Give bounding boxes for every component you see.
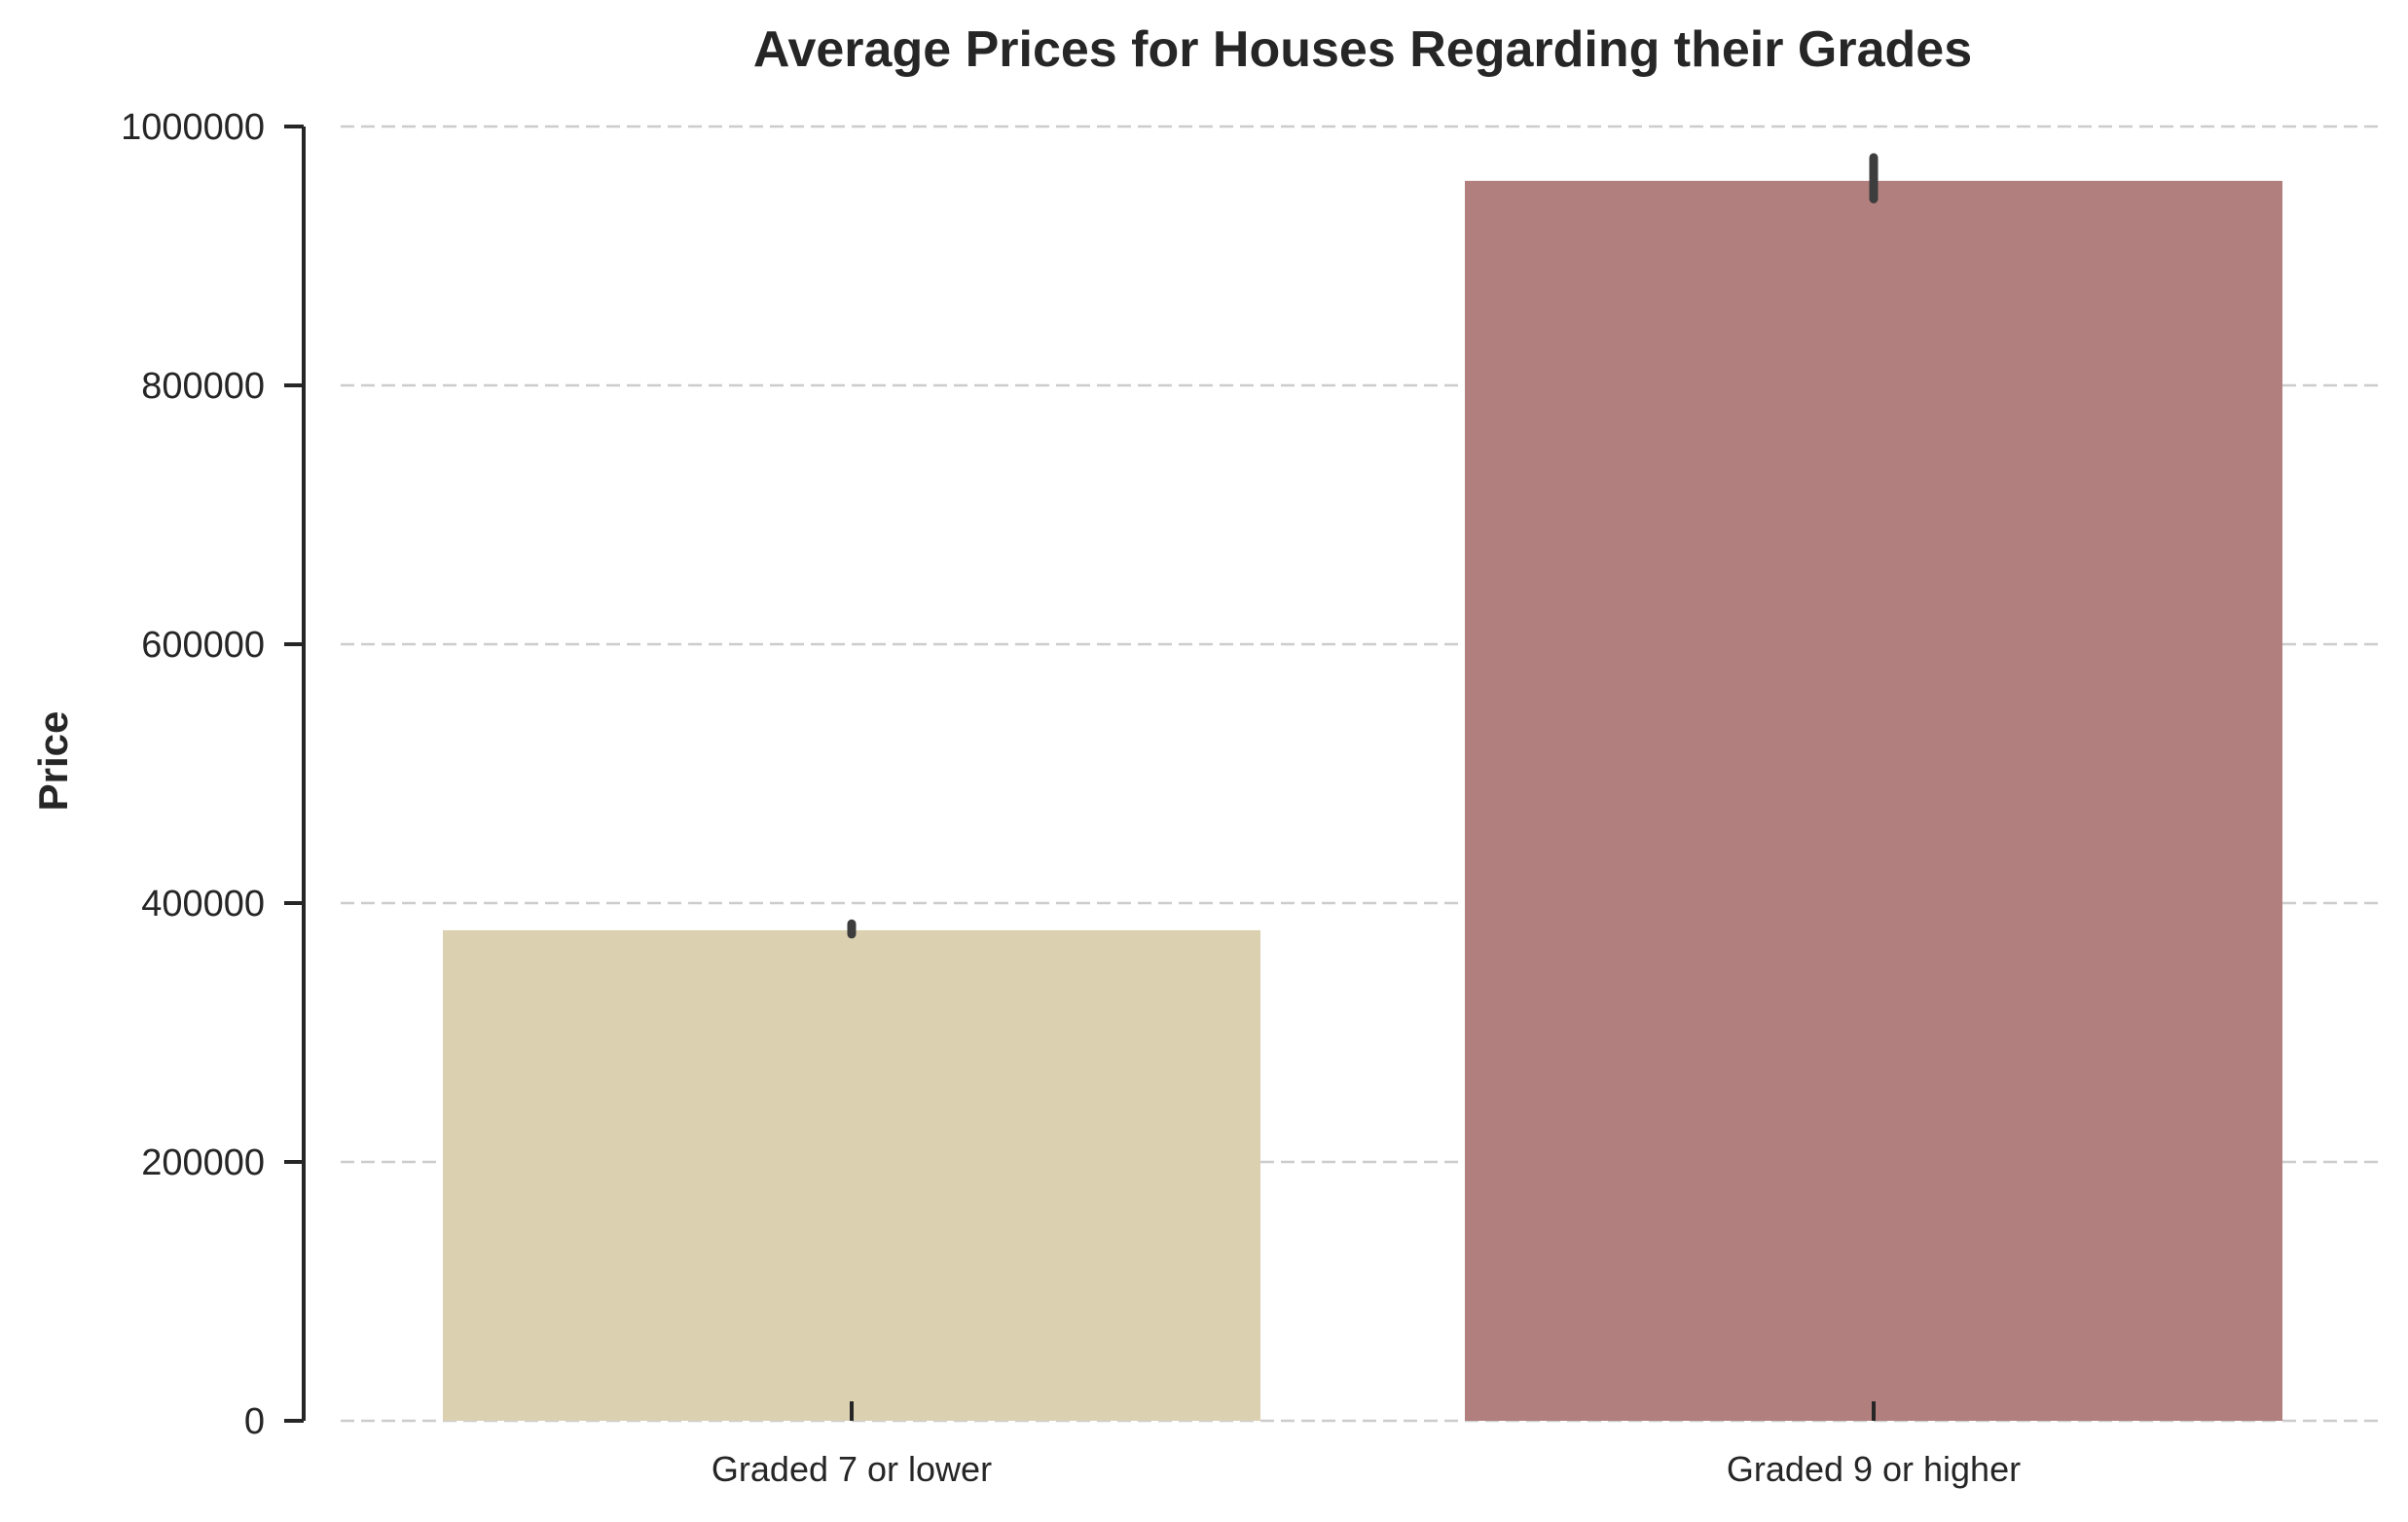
y-tick-label: 400000	[141, 884, 265, 924]
y-tick-label: 800000	[141, 366, 265, 407]
x-tick-label: Graded 9 or higher	[1727, 1449, 2021, 1489]
error-bars	[847, 153, 1879, 939]
x-tick-label: Graded 7 or lower	[711, 1449, 992, 1489]
y-axis: 0 200000 400000 600000 800000 1000000	[121, 107, 306, 1442]
bars	[443, 180, 2282, 1422]
y-tick-label: 0	[244, 1401, 265, 1442]
y-axis-label: Price	[30, 711, 76, 812]
y-tick-label: 1000000	[121, 107, 265, 148]
y-tick-label: 200000	[141, 1142, 265, 1183]
bar	[1465, 180, 2282, 1422]
x-axis: Graded 7 or lower Graded 9 or higher	[711, 1401, 2021, 1489]
y-tick-label: 600000	[141, 625, 265, 666]
chart-title: Average Prices for Houses Regarding thei…	[753, 21, 1972, 78]
bar	[443, 929, 1260, 1421]
